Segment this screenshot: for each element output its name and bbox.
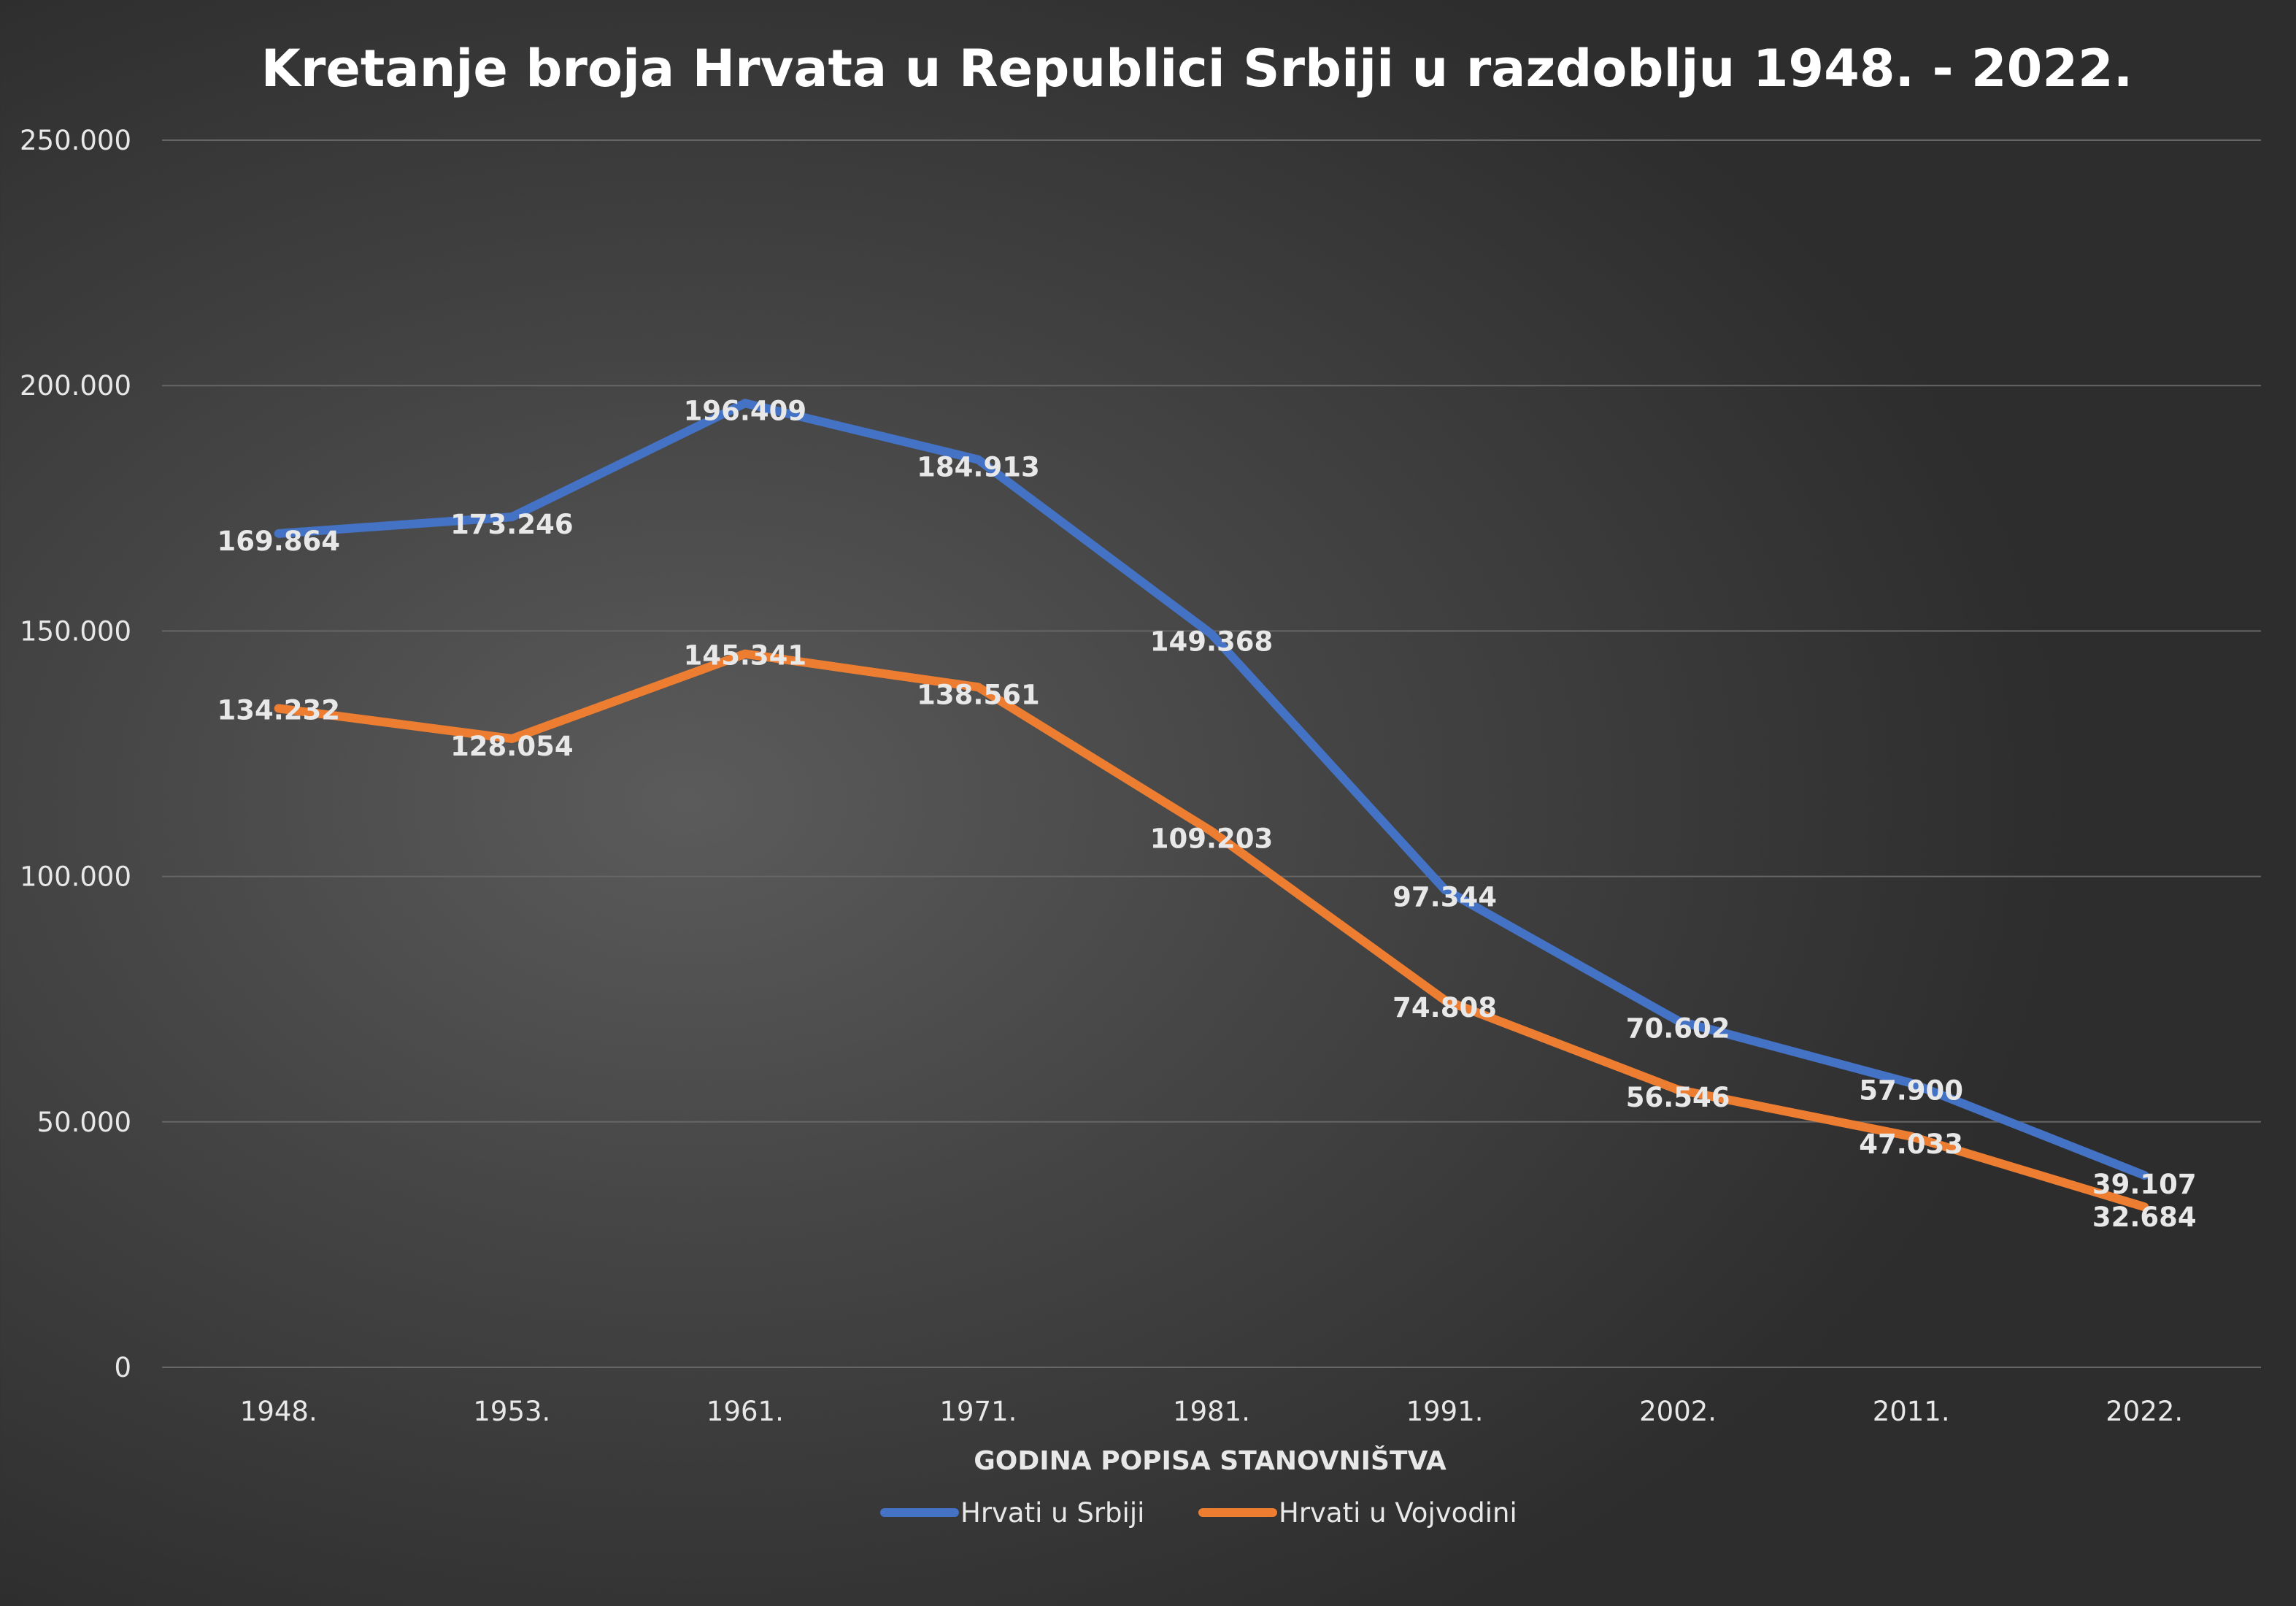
x-tick-label: 1948. <box>240 1396 317 1427</box>
data-label: 138.561 <box>917 679 1040 710</box>
x-tick-label: 2002. <box>1639 1396 1717 1427</box>
data-label: 32.684 <box>2092 1202 2197 1233</box>
series-line-1 <box>274 399 2149 1180</box>
data-label: 128.054 <box>450 731 574 762</box>
data-label: 149.368 <box>1150 626 1274 658</box>
y-tick-label: 150.000 <box>20 615 131 647</box>
y-axis: 0 50.000 100.000 150.000 200.000 250.000 <box>20 125 131 1383</box>
y-tick-label: 250.000 <box>20 125 131 156</box>
data-label: 97.344 <box>1392 881 1497 912</box>
data-label: 134.232 <box>217 694 341 726</box>
legend-label: Hrvati u Srbiji <box>960 1497 1144 1529</box>
legend-label: Hrvati u Vojvodini <box>1279 1497 1517 1529</box>
series-lines <box>274 399 2149 1212</box>
data-labels: 169.864 173.246 196.409 184.913 149.368 97.34… <box>217 395 2197 1233</box>
legend: Hrvati u Srbiji Hrvati u Vojvodini <box>880 1497 1517 1529</box>
x-axis-title: GODINA POPISA STANOVNIŠTVA <box>974 1445 1446 1476</box>
series-line-2 <box>274 649 2149 1212</box>
y-tick-label: 200.000 <box>20 370 131 402</box>
chart-title: Kretanje broja Hrvata u Republici Srbiji… <box>261 39 2133 99</box>
data-label: 109.203 <box>1150 823 1274 855</box>
x-tick-label: 1971. <box>939 1396 1017 1427</box>
x-axis: 1948. 1953. 1961. 1971. 1981. 1991. 2002. 2011.… <box>240 1396 2183 1427</box>
y-tick-label: 50.000 <box>37 1107 131 1138</box>
data-label: 70.602 <box>1626 1013 1730 1044</box>
data-label: 169.864 <box>217 526 341 557</box>
x-tick-label: 1991. <box>1406 1396 1484 1427</box>
x-tick-label: 2011. <box>1873 1396 1950 1427</box>
data-label: 57.900 <box>1859 1075 1963 1107</box>
x-tick-label: 1953. <box>473 1396 550 1427</box>
x-tick-label: 1961. <box>706 1396 784 1427</box>
y-tick-label: 100.000 <box>20 861 131 893</box>
data-label: 145.341 <box>684 640 807 672</box>
y-tick-label: 0 <box>114 1352 131 1383</box>
data-label: 56.546 <box>1626 1082 1730 1113</box>
data-label: 74.808 <box>1392 992 1497 1023</box>
data-label: 184.913 <box>917 452 1040 483</box>
gridlines <box>162 139 2261 1368</box>
data-label: 196.409 <box>684 395 807 426</box>
x-tick-label: 1981. <box>1173 1396 1250 1427</box>
data-label: 47.033 <box>1859 1129 1963 1160</box>
data-label: 39.107 <box>2092 1169 2197 1200</box>
x-tick-label: 2022. <box>2106 1396 2183 1427</box>
data-label: 173.246 <box>450 509 574 540</box>
